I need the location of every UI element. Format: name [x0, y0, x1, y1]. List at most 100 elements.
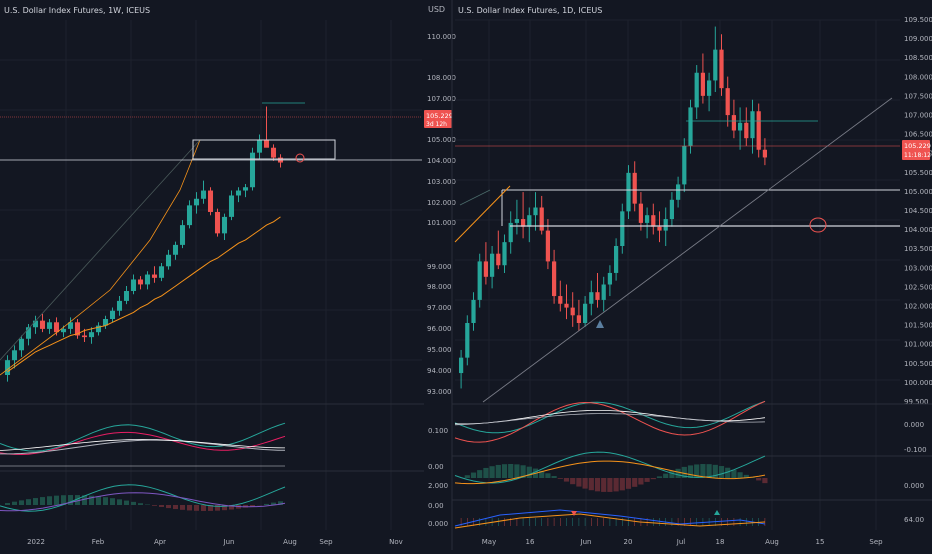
daily-x-tick-label: 15 [816, 538, 825, 546]
daily-y-tick-label: 108.500 [904, 54, 932, 62]
weekly-histogram-bar [12, 502, 17, 505]
daily-histogram-bar [558, 478, 563, 479]
daily-osc3-tick: 64.00 [904, 516, 924, 524]
daily-candle-body [552, 261, 556, 296]
daily-histogram-bar [638, 478, 643, 485]
weekly-x-tick-label: Sep [319, 538, 333, 546]
daily-x-tick-label: 20 [624, 538, 633, 546]
daily-candle-body [707, 80, 711, 95]
daily-osc1-tick: -0.100 [904, 446, 927, 454]
weekly-candle-body [243, 187, 248, 190]
daily-trendline [483, 98, 892, 402]
daily-price-badge-countdown: 11:18:12 [904, 152, 931, 159]
daily-histogram-bar [738, 472, 743, 478]
daily-y-tick-label: 105.000 [904, 188, 932, 196]
daily-histogram-bar [626, 478, 631, 489]
daily-histogram-bar [614, 478, 619, 491]
daily-candle-body [645, 215, 649, 223]
daily-histogram-bar [545, 473, 550, 478]
daily-y-tick-label: 101.000 [904, 341, 932, 349]
daily-candle-body [571, 308, 575, 316]
daily-histogram-bar [719, 466, 724, 478]
weekly-candle-body [187, 205, 192, 225]
daily-histogram-bar [663, 474, 668, 478]
weekly-histogram-bar [103, 497, 108, 505]
daily-osc3-sell-marker [571, 511, 577, 516]
weekly-y-tick-label: 97.000 [427, 304, 452, 312]
daily-candle-body [695, 73, 699, 108]
daily-candle-body [471, 300, 475, 323]
daily-histogram-bar [607, 478, 612, 492]
daily-histogram-bar [564, 478, 569, 482]
daily-chart-pane[interactable]: 109.500109.000108.500108.000107.500107.0… [452, 0, 932, 550]
weekly-histogram-bar [194, 505, 199, 511]
daily-candle-body [577, 315, 581, 323]
daily-y-tick-label: 103.500 [904, 245, 932, 253]
daily-x-tick-label: Aug [765, 538, 779, 546]
daily-candle-body [527, 215, 531, 227]
daily-histogram-bar [496, 465, 501, 478]
daily-candle-body [757, 111, 761, 150]
daily-candle-body [478, 261, 482, 300]
weekly-histogram-bar [5, 503, 10, 505]
weekly-chart-title: U.S. Dollar Index Futures, 1W, ICEUS [4, 6, 150, 15]
daily-histogram-bar [508, 464, 513, 478]
weekly-histogram-bar [173, 505, 178, 509]
daily-candle-body [713, 50, 717, 81]
daily-arrow-line [460, 190, 490, 205]
daily-candle-body [626, 173, 630, 212]
daily-candle-body [682, 146, 686, 185]
daily-histogram-bar [657, 476, 662, 478]
daily-triangle-marker [596, 320, 604, 328]
weekly-candle-body [117, 301, 122, 311]
daily-histogram-bar [762, 478, 767, 483]
daily-candle-body [602, 285, 606, 300]
weekly-osc1-tick: 0.00 [428, 463, 444, 471]
weekly-candle-body [145, 275, 150, 285]
weekly-histogram-bar [138, 503, 143, 505]
daily-candle-body [719, 50, 723, 89]
weekly-histogram-bar [26, 499, 31, 505]
daily-histogram-bar [471, 473, 476, 478]
daily-candle-body [688, 107, 692, 145]
weekly-candle-body [19, 339, 24, 351]
weekly-histogram-bar [117, 499, 122, 505]
daily-histogram-bar [669, 471, 674, 478]
weekly-histogram-bar [264, 504, 269, 505]
daily-candle-body [490, 254, 494, 277]
daily-y-tick-label: 102.000 [904, 303, 932, 311]
weekly-histogram-bar [110, 498, 115, 505]
weekly-x-tick-label: Jun [223, 538, 235, 546]
daily-candle-body [701, 73, 705, 96]
weekly-x-tick-label: Apr [154, 538, 166, 546]
weekly-x-tick-label: Nov [389, 538, 403, 546]
weekly-candle-body [271, 148, 276, 158]
weekly-price-badge-countdown: 3d 12h [426, 121, 447, 128]
daily-y-tick-label: 102.500 [904, 283, 932, 291]
daily-x-tick-label: 16 [526, 538, 535, 546]
weekly-candle-body [40, 321, 45, 329]
daily-histogram-bar [620, 478, 625, 490]
daily-candle-body [484, 261, 488, 276]
daily-histogram-bar [583, 478, 588, 489]
daily-candle-body [639, 204, 643, 223]
weekly-candle-body [166, 255, 171, 267]
weekly-histogram-bar [166, 505, 171, 508]
daily-candle-body [608, 273, 612, 285]
weekly-candle-body [138, 279, 143, 284]
daily-histogram-bar [465, 475, 470, 478]
weekly-chart-pane[interactable]: 110.000108.000107.000105.000104.000103.0… [0, 20, 456, 546]
daily-candle-body [589, 292, 593, 304]
weekly-circle-marker [296, 154, 304, 162]
daily-y-tick-label: 108.000 [904, 73, 932, 81]
daily-y-tick-label: 107.500 [904, 92, 932, 100]
daily-osc1-tick: 0.000 [904, 421, 924, 429]
weekly-candle-body [152, 275, 157, 278]
daily-candle-body [533, 208, 537, 216]
weekly-histogram-bar [47, 496, 52, 505]
weekly-histogram-bar [124, 501, 129, 505]
weekly-candle-body [257, 139, 262, 152]
daily-candle-body [546, 231, 550, 262]
weekly-x-tick-label: 2022 [27, 538, 45, 546]
